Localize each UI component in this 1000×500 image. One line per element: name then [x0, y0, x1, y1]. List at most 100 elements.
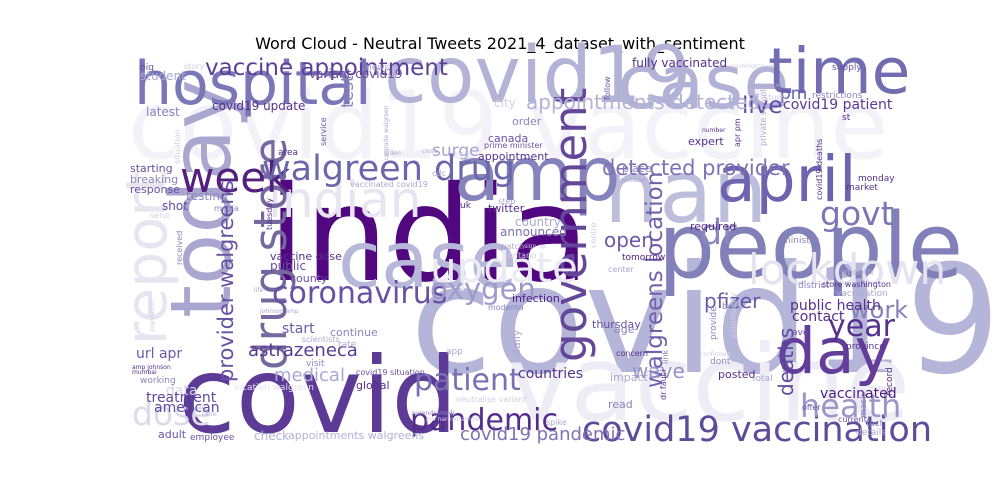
word-check: check	[254, 429, 289, 443]
word-pm: pm	[780, 84, 807, 104]
word-visit: visit	[306, 359, 325, 369]
word-covid19-deaths: covid19 deaths	[815, 139, 824, 200]
word-store-washington: store washington	[822, 280, 891, 289]
word-astrazeneca: astrazeneca	[248, 340, 358, 361]
word-confirmed: confirmed	[700, 351, 730, 358]
word-big: big	[140, 63, 154, 73]
word-community: community	[729, 293, 738, 338]
word-provider-walgreens: provider walgreens	[214, 180, 238, 382]
word-nan: nan	[604, 141, 768, 243]
word-total: total	[752, 374, 773, 384]
word-public: public	[270, 259, 306, 273]
word-link: link	[661, 349, 670, 364]
word-age: age	[614, 323, 635, 336]
word-covid19: covid19	[384, 31, 691, 121]
word-announced: announced	[500, 225, 567, 239]
word-covid: covid	[178, 335, 458, 457]
word-bed: bed	[722, 302, 739, 312]
word-adult: adult	[158, 428, 187, 441]
word-surge: surge	[432, 141, 480, 161]
word-latest: latest	[146, 105, 180, 119]
word-response: response	[130, 183, 180, 196]
word-people: people	[658, 194, 963, 299]
word-mask: mask	[859, 393, 869, 418]
word-impact: impact	[610, 371, 649, 384]
word-required: required	[690, 220, 736, 233]
word-apr-pm: apr pm	[733, 118, 742, 147]
word-time: time	[768, 35, 910, 108]
word-dr: dr	[700, 213, 737, 253]
word-vaccinated: vaccinated	[820, 386, 897, 402]
word-life: life	[254, 287, 263, 294]
word-read: read	[608, 398, 633, 411]
word-month: month	[844, 268, 873, 278]
word-service: service	[319, 117, 328, 146]
word-city: city	[494, 96, 516, 110]
word-announces: announces	[750, 82, 783, 89]
word-location-walgreen: location walgreen	[234, 383, 314, 393]
word-drug-store: drug store	[244, 138, 297, 370]
word-app: app	[446, 347, 463, 357]
word-rate: rate	[338, 340, 357, 350]
word-order: order	[512, 115, 542, 128]
word-health: health	[800, 387, 901, 425]
word-covid19-patient: covid19 patient	[783, 97, 893, 113]
word-offer: offer	[802, 403, 821, 412]
word-countries: countries	[518, 366, 583, 382]
word-district: district	[798, 281, 830, 291]
word-case: case	[617, 38, 789, 126]
word-continue: continue	[330, 326, 378, 339]
word-ave: ave	[792, 328, 809, 338]
word-covid19-situation: covid19 situation	[356, 368, 425, 377]
word-daily: daily	[510, 329, 523, 356]
word-contact: contact	[792, 309, 845, 325]
word-start: start	[282, 321, 315, 337]
word-tuesday: tuesday	[265, 198, 274, 230]
word-record: record	[885, 367, 895, 396]
word-expert: expert	[688, 135, 724, 148]
word-covid19-vaccination: covid19 vaccination	[582, 410, 932, 450]
word-thursday: thursday	[592, 318, 641, 331]
word-url-apr: url apr	[136, 346, 182, 362]
word-dont: dont	[710, 357, 731, 367]
word-market: market	[846, 183, 878, 193]
word-close: close	[422, 148, 438, 155]
word-student: student	[140, 69, 186, 83]
chart-title: Word Cloud - Neutral Tweets 2021_4_datas…	[255, 34, 745, 53]
word-send: send	[150, 211, 169, 220]
word-washington-url: washington url	[730, 63, 775, 70]
word-deaths: deaths	[774, 328, 798, 396]
word-vaccine: vaccine	[508, 323, 910, 445]
word-upgrade-walgreen: upgrade walgreen	[383, 105, 390, 160]
word-canada: canada	[488, 132, 528, 145]
word-testing: testing	[186, 189, 228, 203]
word-year: year	[828, 309, 896, 344]
word-walgreen-drug: walgreen drug	[262, 149, 515, 189]
word-spike: spike	[546, 418, 567, 427]
word-global: global	[356, 379, 390, 392]
word-vaccine-dose: vaccine dose	[270, 250, 342, 263]
word-govt: govt	[820, 194, 894, 233]
word-posted: posted	[718, 368, 756, 381]
word-work: work	[850, 296, 908, 324]
word-public-health: public health	[790, 298, 881, 314]
word-breaking: breaking	[130, 173, 178, 186]
word-private-school: private school	[759, 90, 768, 146]
word-details: details	[856, 428, 886, 438]
word-clinic: clinic	[202, 411, 217, 418]
word-fully-vaccinated: fully vaccinated	[632, 56, 727, 70]
word-twitter: twitter	[488, 202, 525, 215]
word-restrictions: restrictions	[812, 91, 863, 101]
word-week: week	[180, 153, 291, 202]
word-test: test	[338, 75, 358, 108]
word-covid19-pandemic: covid19 pandemic	[460, 424, 625, 445]
word-uk: uk	[460, 201, 472, 211]
word-oxygen: oxygen	[430, 272, 536, 306]
word-centre: centre	[589, 222, 598, 248]
word-live: live	[742, 93, 783, 119]
word-report: report	[114, 171, 180, 345]
word-monday: monday	[858, 174, 895, 184]
word-cdc: cdc	[432, 169, 446, 178]
word-st: st	[842, 113, 851, 123]
